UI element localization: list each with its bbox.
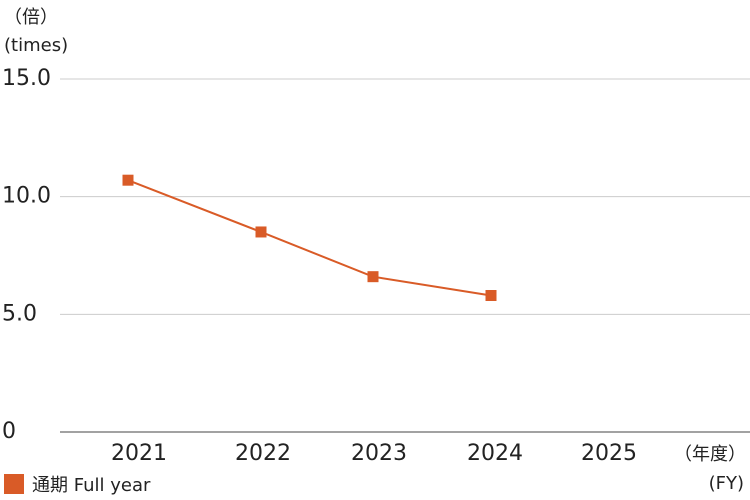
marker [485,290,497,302]
x-tick-label: 2022 [235,441,291,466]
x-tick-label: 2023 [351,441,407,466]
x-unit-label-en: (FY) [709,473,744,494]
x-unit-label: （年度） [674,444,746,465]
y-tick-label: 15.0 [2,66,51,91]
line [127,179,492,297]
x-tick-label: 2021 [111,441,167,466]
x-tick-label: 2025 [581,441,637,466]
y-tick-label: 5.0 [2,301,37,326]
x-tick-label: 2024 [467,441,523,466]
y-unit-label-en: (times) [4,35,68,56]
legend-swatch [4,474,24,494]
marker [367,271,379,283]
y-tick-label: 0 [2,419,16,444]
y-tick-label: 10.0 [2,184,51,209]
marker [255,226,267,238]
y-unit-label: （倍） [4,7,58,28]
legend-label: 通期 Full year [32,475,151,496]
marker [122,174,134,186]
